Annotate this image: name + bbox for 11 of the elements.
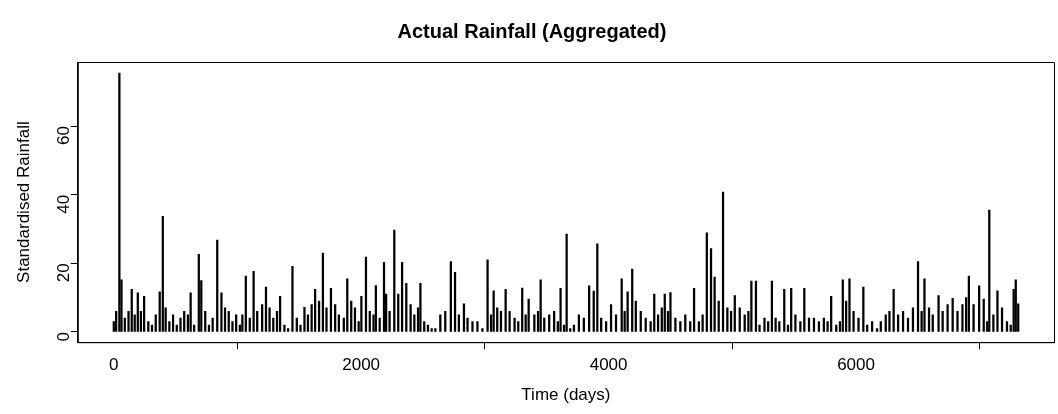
- chart-title: Actual Rainfall (Aggregated): [397, 19, 667, 42]
- x-axis-title: Time (days): [521, 385, 611, 405]
- y-tick-label: 0: [54, 331, 74, 342]
- y-tick-label: 60: [54, 126, 74, 146]
- y-tick-label: 20: [54, 263, 74, 283]
- x-tick-label: 6000: [837, 355, 875, 375]
- y-axis-title: Standardised Rainfall: [13, 121, 33, 283]
- x-tick-label: 2000: [342, 355, 381, 375]
- x-tick-label: 4000: [589, 355, 628, 375]
- y-tick-label: 40: [54, 194, 74, 214]
- x-tick-label: 0: [108, 355, 119, 375]
